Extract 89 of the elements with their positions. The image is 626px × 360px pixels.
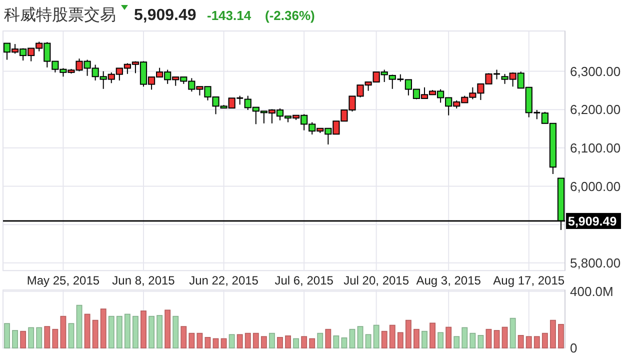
- bar: [196, 332, 203, 348]
- bar: [244, 332, 251, 348]
- bar: [542, 332, 548, 348]
- ref-line-label: 5,909.49: [568, 214, 617, 228]
- x-tick-label: May 25, 2015: [26, 274, 100, 288]
- x-tick-label: Jul 6, 2015: [274, 274, 334, 288]
- bar: [108, 316, 114, 348]
- bar: [341, 337, 348, 348]
- bar: [365, 334, 372, 348]
- bar: [12, 330, 18, 348]
- bar: [140, 310, 146, 348]
- x-tick-label: Jun 22, 2015: [189, 274, 259, 288]
- bar: [212, 338, 219, 348]
- bar: [116, 316, 122, 348]
- bar: [220, 338, 227, 348]
- bar: [172, 316, 179, 348]
- bar: [510, 318, 516, 348]
- bar: [52, 328, 58, 348]
- bar: [148, 316, 154, 348]
- bar: [357, 326, 364, 348]
- x-tick-label: Jul 20, 2015: [344, 274, 410, 288]
- bar: [438, 332, 444, 348]
- bar: [44, 326, 50, 348]
- bar: [309, 338, 316, 348]
- bar: [20, 330, 26, 348]
- x-tick-label: Aug 17, 2015: [493, 274, 565, 288]
- bar: [228, 334, 235, 348]
- text: 5,909.49: [134, 7, 196, 24]
- bar: [317, 332, 324, 348]
- y-tick-label: 6,200.00: [570, 102, 621, 118]
- bar: [373, 324, 380, 348]
- bar: [164, 310, 171, 348]
- bar: [397, 332, 404, 348]
- bar: [293, 338, 300, 348]
- bar: [36, 327, 42, 348]
- y-tick-label: 400.0M: [570, 284, 614, 299]
- x-tick-label: Jun 8, 2015: [112, 274, 176, 288]
- bar: [414, 328, 420, 348]
- bar: [550, 320, 556, 348]
- bar: [502, 326, 508, 348]
- bar: [446, 326, 452, 348]
- bar: [4, 323, 10, 348]
- bar: [454, 336, 460, 348]
- bar: [124, 314, 130, 348]
- y-tick-label: 6,300.00: [570, 64, 621, 79]
- bar: [285, 335, 291, 348]
- bar: [28, 327, 34, 348]
- text: -143.14: [207, 8, 252, 23]
- bar: [526, 336, 532, 348]
- bar: [422, 330, 428, 348]
- text: (-2.36%): [265, 8, 315, 23]
- x-tick-label: Aug 3, 2015: [416, 274, 482, 288]
- bar: [349, 328, 356, 348]
- bar: [558, 324, 564, 348]
- bar: [180, 326, 187, 348]
- bar: [252, 332, 259, 348]
- bar: [188, 332, 195, 348]
- bar: [430, 322, 436, 348]
- bar: [381, 330, 388, 348]
- bar: [478, 335, 484, 348]
- bar: [389, 324, 396, 348]
- bar: [534, 336, 540, 348]
- bar: [486, 328, 492, 348]
- bar: [494, 330, 500, 348]
- bar: [204, 336, 211, 348]
- bar: [68, 323, 74, 348]
- y-tick-label: 5,800.00: [570, 255, 621, 270]
- y-tick-label: 0: [570, 340, 578, 356]
- y-tick-label: 6,000.00: [570, 178, 621, 194]
- bar: [260, 336, 267, 348]
- bar: [156, 315, 163, 348]
- bar: [301, 336, 308, 348]
- bar: [60, 316, 66, 348]
- bar: [84, 314, 90, 348]
- bar: [462, 327, 468, 348]
- bar: [333, 335, 340, 348]
- y-tick-label: 6,100.00: [570, 140, 621, 156]
- bar: [268, 332, 275, 348]
- bar: [132, 316, 138, 348]
- bar: [76, 304, 82, 348]
- bar: [470, 332, 476, 348]
- bar: [100, 308, 106, 348]
- bar: [92, 320, 98, 348]
- bar: [518, 335, 524, 348]
- chart-title: 科威特股票交易: [4, 6, 116, 24]
- bar: [277, 336, 283, 348]
- bar: [405, 320, 412, 348]
- bar: [325, 328, 332, 348]
- bar: [236, 334, 243, 348]
